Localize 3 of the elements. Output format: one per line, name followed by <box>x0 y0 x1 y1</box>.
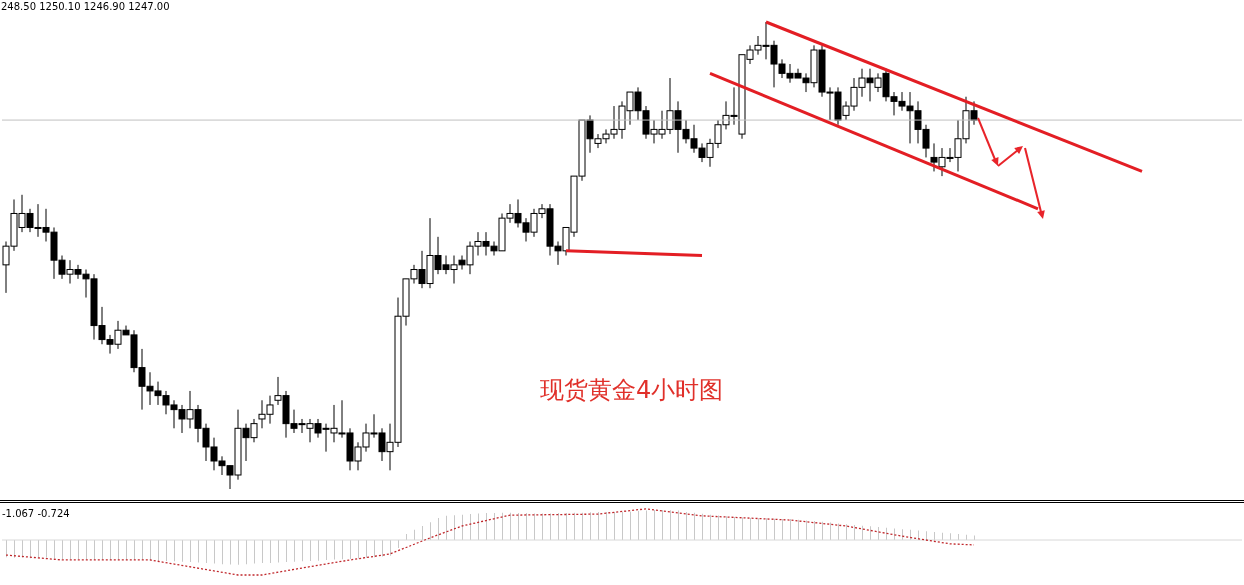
text: 现货黄金4小时图 <box>540 375 724 406</box>
text: 248.50 1250.10 1246.90 1247.00 <box>1 1 170 12</box>
annotation: -1.067 -0.724 <box>2 508 70 519</box>
